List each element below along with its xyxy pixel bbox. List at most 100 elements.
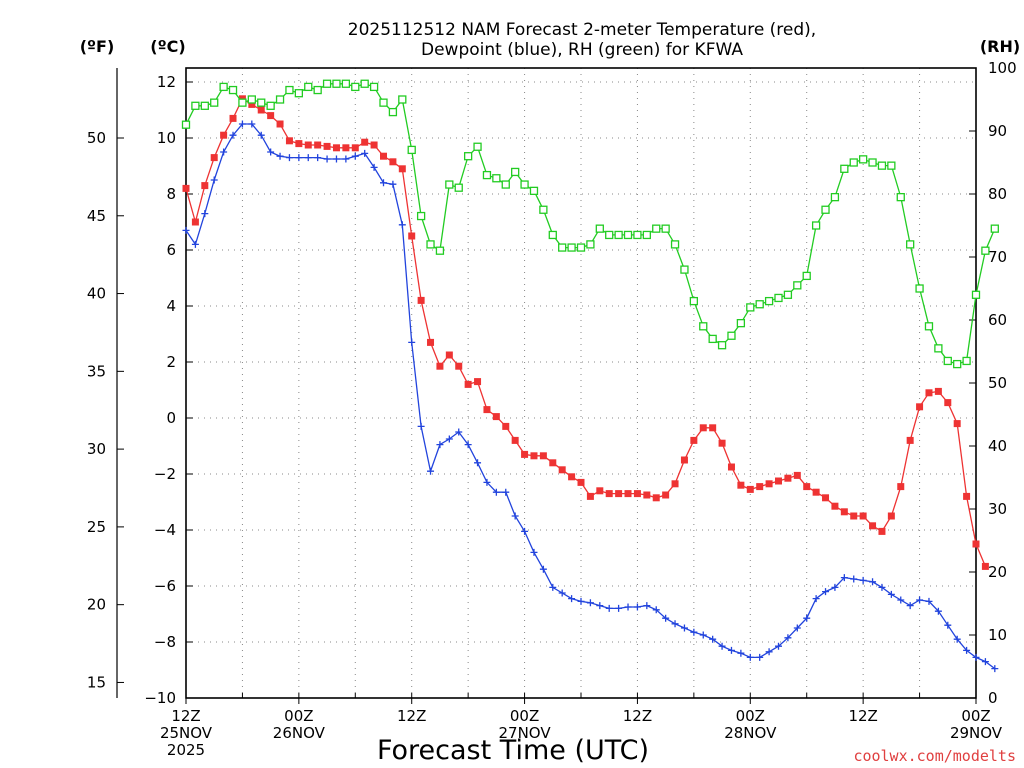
temperature-point bbox=[427, 338, 435, 346]
temperature-point bbox=[361, 138, 369, 146]
dewpoint-point bbox=[671, 620, 679, 628]
fahrenheit-tick-label: 50 bbox=[87, 129, 106, 147]
rh-point bbox=[247, 95, 256, 104]
time-tick-label: 12Z bbox=[848, 707, 877, 725]
temperature-point bbox=[897, 483, 905, 491]
rh-point bbox=[369, 82, 379, 92]
temperature-point bbox=[671, 480, 679, 488]
temperature-point bbox=[784, 474, 792, 482]
temperature-point bbox=[332, 144, 340, 152]
temperature-point bbox=[803, 483, 811, 491]
dewpoint-point bbox=[464, 441, 472, 449]
series-dewpoint bbox=[182, 120, 999, 673]
dewpoint-point bbox=[699, 631, 707, 639]
celsius-tick-label: 0 bbox=[166, 409, 176, 427]
rh-point bbox=[576, 243, 586, 252]
rh-tick-label: 20 bbox=[988, 563, 1007, 581]
dewpoint-point bbox=[483, 478, 491, 486]
temperature-point bbox=[568, 473, 576, 481]
chart-title-line2: Dewpoint (blue), RH (green) for KFWA bbox=[421, 40, 743, 60]
fahrenheit-tick-label: 30 bbox=[87, 440, 106, 458]
dewpoint-point bbox=[840, 574, 848, 582]
time-tick-date: 28NOV bbox=[724, 724, 777, 742]
rh-point bbox=[181, 120, 191, 129]
dewpoint-point bbox=[342, 155, 350, 163]
celsius-tick-label: 12 bbox=[157, 73, 176, 91]
temperature-point bbox=[295, 140, 303, 148]
temperature-point bbox=[878, 527, 886, 535]
temperature-point bbox=[398, 165, 406, 173]
rh-point bbox=[463, 152, 473, 161]
dewpoint-point bbox=[370, 163, 378, 171]
rh-point bbox=[962, 356, 971, 366]
dewpoint-point bbox=[511, 512, 519, 520]
temperature-point bbox=[850, 512, 858, 520]
temperature-point bbox=[191, 218, 199, 226]
temperature-point bbox=[511, 436, 519, 444]
dewpoint-point bbox=[643, 602, 651, 610]
rh-point bbox=[586, 240, 595, 249]
dewpoint-point bbox=[389, 180, 397, 188]
rh-point bbox=[398, 95, 407, 104]
dewpoint-point bbox=[351, 152, 359, 160]
temperature-point bbox=[793, 471, 801, 479]
rh-point bbox=[407, 145, 416, 155]
temperature-point bbox=[464, 380, 472, 388]
fahrenheit-tick-label: 45 bbox=[87, 207, 106, 225]
temperature-point bbox=[323, 142, 331, 150]
rh-point bbox=[924, 322, 934, 331]
rh-tick-label: 80 bbox=[988, 185, 1007, 203]
celsius-tick-label: 4 bbox=[166, 297, 176, 315]
temperature-point bbox=[953, 420, 961, 428]
rh-point bbox=[764, 296, 774, 306]
dewpoint-point bbox=[793, 624, 801, 632]
celsius-tick-label: 6 bbox=[166, 241, 176, 259]
dewpoint-point bbox=[257, 131, 265, 139]
dewpoint-point bbox=[474, 459, 482, 467]
rh-point bbox=[614, 230, 623, 240]
rh-point bbox=[482, 170, 492, 180]
temperature-point bbox=[483, 406, 491, 414]
dewpoint-point bbox=[276, 152, 284, 160]
dewpoint-point bbox=[690, 628, 698, 636]
temperature-point bbox=[558, 466, 566, 474]
dewpoint-point bbox=[201, 210, 209, 218]
series-temperature bbox=[182, 95, 989, 570]
rh-point bbox=[708, 334, 717, 344]
rh-point bbox=[257, 98, 266, 107]
rh-point bbox=[605, 230, 614, 240]
dewpoint-point bbox=[521, 527, 529, 535]
rh-point bbox=[228, 85, 238, 95]
dewpoint-point bbox=[746, 653, 754, 661]
dewpoint-point bbox=[605, 604, 613, 612]
rh-point bbox=[934, 344, 943, 353]
rh-point bbox=[294, 89, 304, 98]
dewpoint-point bbox=[934, 607, 942, 615]
celsius-tick-label: 8 bbox=[166, 185, 176, 203]
rh-point bbox=[661, 224, 670, 233]
dewpoint-point bbox=[652, 606, 660, 614]
temperature-point bbox=[624, 490, 632, 498]
rh-point bbox=[266, 101, 275, 110]
temperature-point bbox=[389, 158, 397, 166]
rh-point bbox=[943, 356, 952, 366]
temperature-point bbox=[615, 490, 623, 498]
dewpoint-point bbox=[248, 120, 256, 128]
temperature-point bbox=[521, 450, 529, 458]
temperature-point bbox=[831, 502, 839, 510]
temperature-point bbox=[502, 422, 510, 430]
dewpoint-point bbox=[427, 467, 435, 475]
temperature-point bbox=[643, 491, 651, 499]
temperature-point bbox=[474, 378, 482, 386]
rh-tick-label: 0 bbox=[988, 689, 998, 707]
dewpoint-point bbox=[906, 602, 914, 610]
rh-point bbox=[652, 224, 661, 233]
dewpoint-point bbox=[718, 642, 726, 650]
temperature-point bbox=[285, 137, 293, 145]
dewpoint-point bbox=[530, 548, 538, 556]
dewpoint-point bbox=[784, 634, 792, 642]
celsius-axis: −10 −8 −6 −4 −2 0 2 4 6 8 10 12 bbox=[144, 73, 193, 707]
rh-point bbox=[774, 293, 783, 303]
rh-point bbox=[717, 341, 727, 350]
